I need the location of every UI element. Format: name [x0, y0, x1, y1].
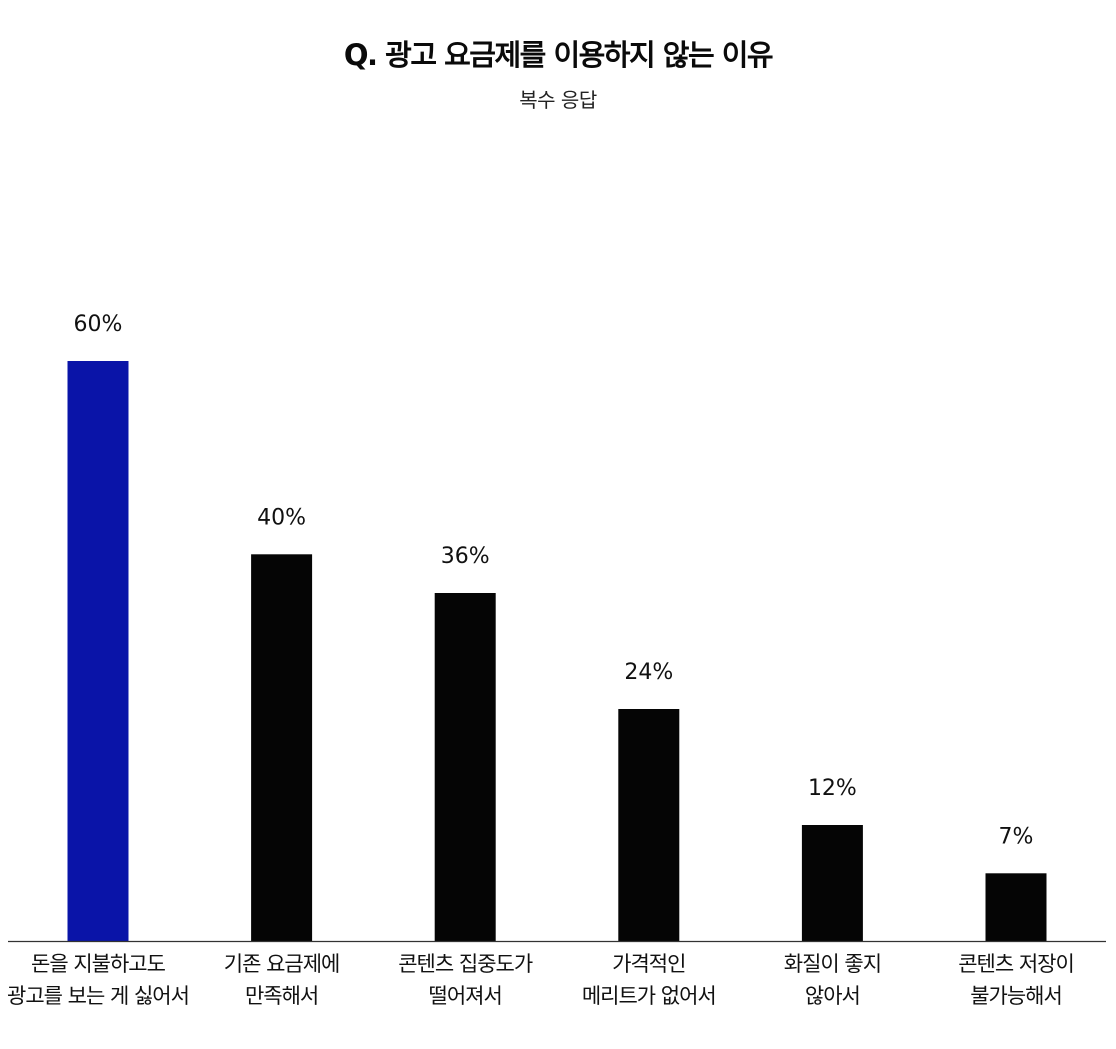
- bar: [434, 593, 496, 941]
- category-label: 광고를 보는 게 싫어서: [7, 984, 189, 1008]
- bar: [618, 709, 680, 941]
- bar-value-label: 12%: [808, 776, 857, 801]
- chart-subtitle: 복수 응답: [519, 88, 597, 112]
- category-label: 돈을 지불하고도: [31, 952, 166, 976]
- category-label: 기존 요금제에: [224, 952, 340, 976]
- category-label: 불가능해서: [970, 984, 1062, 1008]
- value-labels-group: 60% 40% 36% 24% 12% 7%: [74, 312, 1034, 849]
- bar-value-label: 7%: [999, 824, 1034, 849]
- category-label: 메리트가 없어서: [582, 984, 716, 1008]
- category-label: 콘텐츠 저장이: [958, 952, 1074, 976]
- category-label: 만족해서: [245, 984, 318, 1008]
- bar-value-label: 36%: [441, 544, 490, 569]
- category-label: 떨어져서: [429, 984, 502, 1008]
- bar: [251, 554, 313, 941]
- chart-title: Q. 광고 요금제를 이용하지 않는 이유: [343, 38, 774, 72]
- bar-value-label: 40%: [257, 505, 306, 530]
- bar: [67, 361, 129, 941]
- bar: [801, 825, 863, 941]
- category-label: 않아서: [805, 984, 860, 1008]
- bar-value-label: 60%: [74, 312, 123, 337]
- bars-group: [67, 361, 1047, 941]
- category-label: 콘텐츠 집중도가: [398, 952, 533, 976]
- bar-value-label: 24%: [624, 660, 673, 685]
- category-label: 화질이 좋지: [784, 952, 881, 976]
- bar: [985, 873, 1047, 941]
- category-label: 가격적인: [612, 952, 685, 976]
